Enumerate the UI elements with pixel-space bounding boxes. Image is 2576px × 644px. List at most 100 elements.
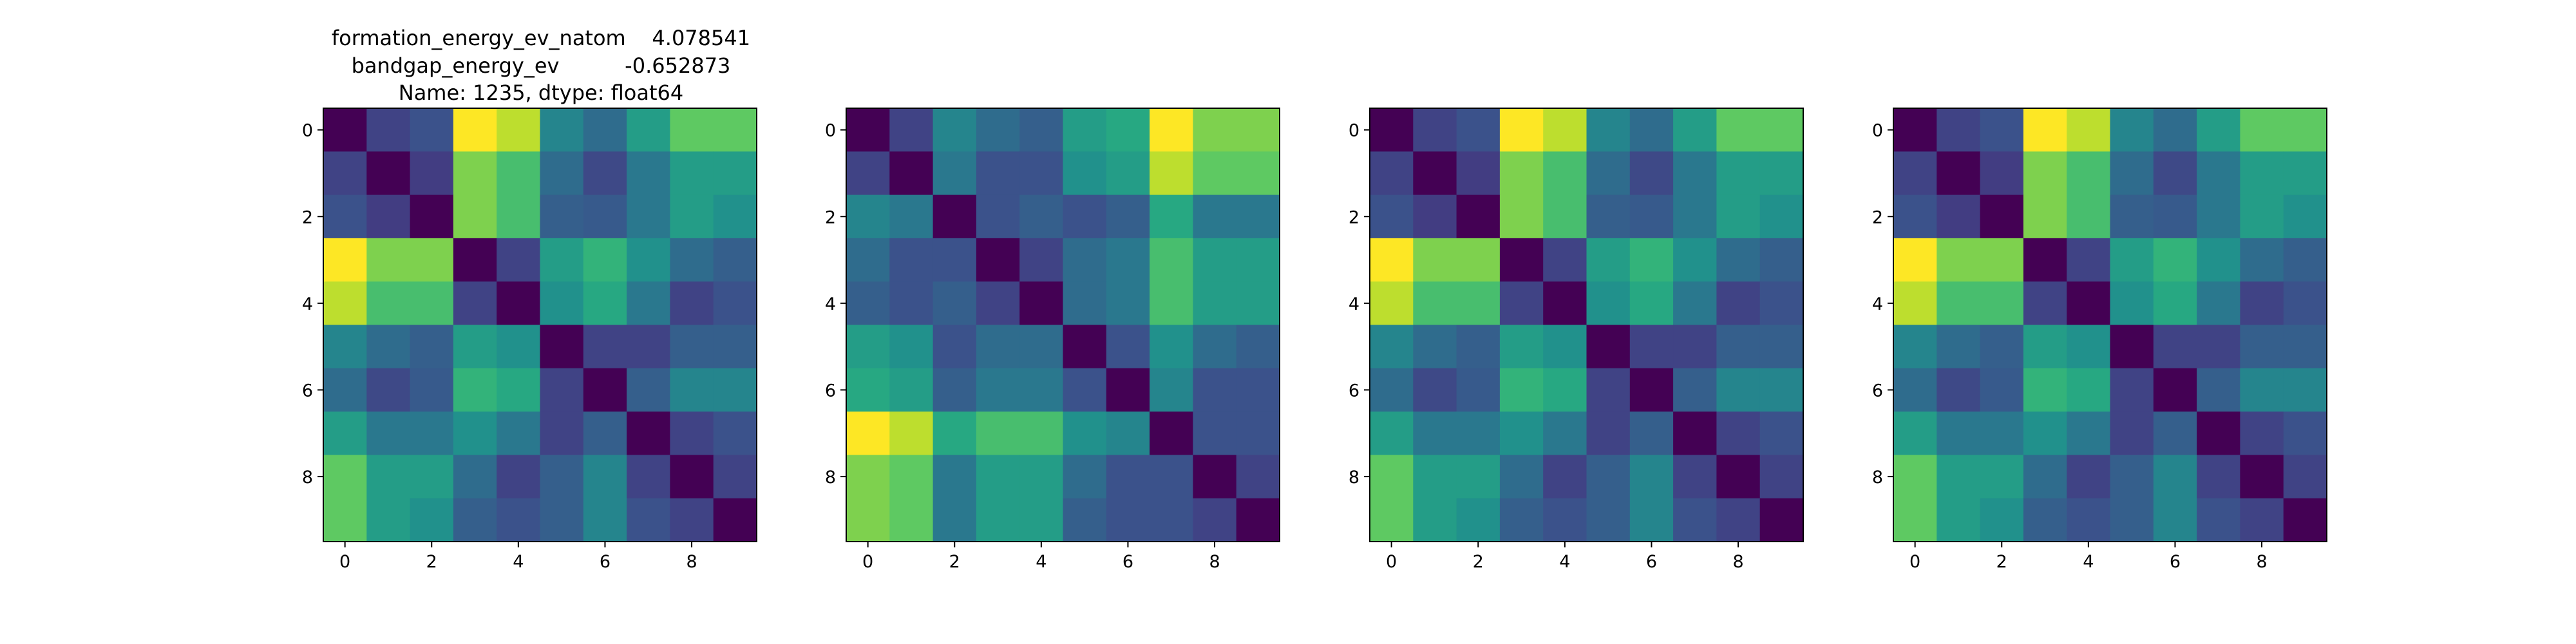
heatmap-cell (1193, 238, 1237, 282)
heatmap-cell (1759, 368, 1804, 412)
heatmap-cell (976, 151, 1020, 196)
heatmap-cell (670, 281, 714, 326)
heatmap-cell (933, 194, 977, 239)
heatmap-cell (1893, 412, 1937, 455)
heatmap-cell (540, 194, 584, 239)
heatmap-cell (1236, 412, 1280, 455)
heatmap-cell (1980, 108, 2024, 152)
heatmap-cell (1716, 412, 1761, 455)
heatmap-cell (713, 238, 757, 282)
heatmap-cell (1893, 151, 1937, 196)
heatmap-cell (366, 108, 411, 152)
heatmap-cell (1499, 108, 1544, 152)
heatmap-cell (2240, 151, 2284, 196)
heatmap-cell (410, 194, 454, 239)
heatmap-cell (1150, 368, 1193, 412)
heatmap-cell (889, 108, 934, 152)
heatmap-panel-2: 0 2 4 6 8 0 2 4 6 8 (825, 108, 1280, 572)
heatmap-cell (1716, 238, 1761, 282)
heatmap-cell (323, 368, 367, 412)
heatmap-cell (2153, 281, 2197, 326)
heatmap-cell (583, 368, 627, 412)
heatmap-cell (323, 151, 367, 196)
heatmap-cell (1893, 281, 1937, 326)
heatmap-cell (2197, 151, 2240, 196)
heatmap-cell (976, 281, 1020, 326)
heatmap-cell (976, 412, 1020, 455)
heatmap-cell (2283, 455, 2327, 499)
heatmap-cell (1759, 194, 1804, 239)
heatmap-cell (1893, 325, 1937, 369)
heatmap-cell (846, 325, 890, 369)
heatmap-cell (2240, 281, 2284, 326)
heatmap-cell (2283, 281, 2327, 326)
heatmap-cell (1236, 238, 1280, 282)
heatmap-cell (976, 238, 1020, 282)
heatmap-cell (2153, 455, 2197, 499)
heatmap-cell (1629, 108, 1674, 152)
heatmap-cell (1499, 194, 1544, 239)
x-tick-label: 8 (686, 552, 697, 572)
heatmap-cell (2023, 455, 2067, 499)
heatmap-cell (2283, 108, 2327, 152)
heatmap-cell (1019, 194, 1064, 239)
heatmap-cell (1193, 151, 1237, 196)
heatmap-cell (410, 412, 454, 455)
heatmap-cell (323, 238, 367, 282)
heatmap-cell (1236, 194, 1280, 239)
heatmap-cell (976, 368, 1020, 412)
heatmap-cell (846, 412, 890, 455)
heatmap-cell (1759, 325, 1804, 369)
heatmap-cell (583, 238, 627, 282)
heatmap-cell (1456, 368, 1501, 412)
heatmap-cell (1893, 194, 1937, 239)
heatmap-cell (453, 238, 497, 282)
y-tick-label: 6 (1872, 381, 1883, 401)
heatmap-cell (540, 455, 584, 499)
heatmap-cell (1980, 151, 2024, 196)
heatmap-cell (1499, 412, 1544, 455)
heatmap-cell (323, 194, 367, 239)
heatmap-cell (1586, 368, 1631, 412)
heatmap-cell (1413, 108, 1457, 152)
heatmap-cell (1413, 498, 1457, 542)
heatmap-cell (2283, 238, 2327, 282)
heatmap-cell (2197, 108, 2240, 152)
heatmap-cell (2067, 498, 2111, 542)
heatmap-cell (2067, 238, 2111, 282)
heatmap-cell (1106, 108, 1150, 152)
title-line-2: bandgap_energy_ev -0.652873 (352, 53, 731, 78)
heatmap-cell (670, 498, 714, 542)
heatmap-cell (1543, 108, 1587, 152)
heatmap-cell (627, 325, 670, 369)
heatmap-cell (2023, 238, 2067, 282)
heatmap-cell (2240, 108, 2284, 152)
heatmap-cell (1370, 455, 1414, 499)
heatmap-cell (1106, 194, 1150, 239)
heatmap-cell (583, 498, 627, 542)
heatmap-cell (713, 281, 757, 326)
heatmap-cell (1716, 151, 1761, 196)
heatmap-cell (1063, 194, 1107, 239)
heatmap-cell (1893, 108, 1937, 152)
heatmap-cell (1980, 281, 2024, 326)
heatmap-cell (933, 238, 977, 282)
heatmap-cell (1106, 325, 1150, 369)
heatmap-cell (2067, 368, 2111, 412)
heatmap-cell (933, 455, 977, 499)
heatmap-cell (497, 368, 541, 412)
y-tick-label: 2 (1349, 207, 1359, 227)
heatmap-cell (1759, 108, 1804, 152)
heatmap-cell (1716, 108, 1761, 152)
heatmap-cell (2067, 412, 2111, 455)
heatmap-cell (1586, 151, 1631, 196)
heatmap-cell (713, 455, 757, 499)
heatmap-cell (1673, 368, 1717, 412)
heatmap-cell (1106, 151, 1150, 196)
heatmap-cell (2240, 412, 2284, 455)
heatmap-cell (627, 368, 670, 412)
heatmap-cell (1193, 281, 1237, 326)
y-tick-label: 8 (1872, 468, 1883, 488)
heatmap-cell (2023, 368, 2067, 412)
heatmap-cell (1586, 498, 1631, 542)
